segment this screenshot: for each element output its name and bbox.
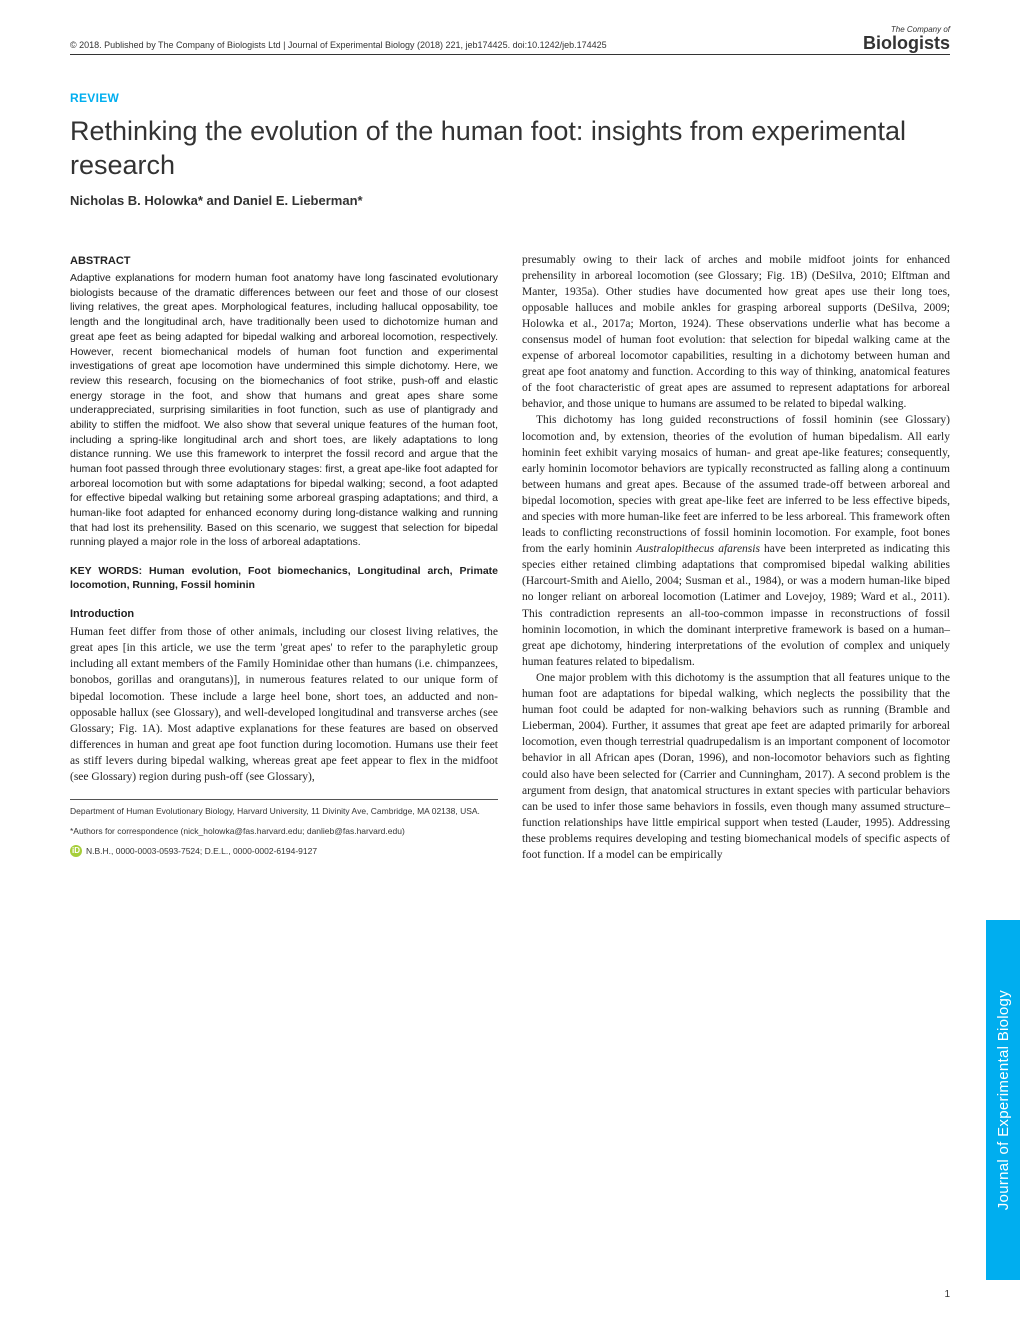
header-line: © 2018. Published by The Company of Biol… <box>70 40 950 54</box>
col2-para-2: This dichotomy has long guided reconstru… <box>522 412 950 670</box>
article-title: Rethinking the evolution of the human fo… <box>70 115 950 183</box>
orcid-row: iD N.B.H., 0000-0003-0593-7524; D.E.L., … <box>70 845 498 857</box>
footnote-rule <box>70 799 498 800</box>
introduction-heading: Introduction <box>70 607 498 623</box>
header-rule <box>70 54 950 55</box>
footnote-department: Department of Human Evolutionary Biology… <box>70 806 498 817</box>
orcid-text: N.B.H., 0000-0003-0593-7524; D.E.L., 000… <box>86 845 317 857</box>
right-column: presumably owing to their lack of arches… <box>522 252 950 864</box>
introduction-body-left: Human feet differ from those of other an… <box>70 624 498 785</box>
species-name: Australopithecus afarensis <box>636 543 760 555</box>
side-tab: Journal of Experimental Biology <box>986 920 1020 1280</box>
side-tab-text: Journal of Experimental Biology <box>995 990 1012 1210</box>
right-column-body: presumably owing to their lack of arches… <box>522 252 950 864</box>
review-label: REVIEW <box>70 91 950 105</box>
two-column-body: ABSTRACT Adaptive explanations for moder… <box>70 252 950 864</box>
abstract-heading: ABSTRACT <box>70 254 498 270</box>
page-number: 1 <box>944 1289 950 1300</box>
footnote-correspondence: *Authors for correspondence (nick_holowk… <box>70 826 498 837</box>
publisher-logo: The Company of Biologists <box>863 26 950 52</box>
abstract-body: Adaptive explanations for modern human f… <box>70 271 498 550</box>
col2-para-3: One major problem with this dichotomy is… <box>522 670 950 863</box>
col2-p2-a: This dichotomy has long guided reconstru… <box>522 414 950 555</box>
intro-para-1: Human feet differ from those of other an… <box>70 624 498 785</box>
logo-big-text: Biologists <box>863 34 950 52</box>
authors-line: Nicholas B. Holowka* and Daniel E. Liebe… <box>70 193 950 208</box>
col2-p2-b: have been interpreted as indicating this… <box>522 543 950 668</box>
keywords-line: KEY WORDS: Human evolution, Foot biomech… <box>70 564 498 592</box>
left-column: ABSTRACT Adaptive explanations for moder… <box>70 252 498 864</box>
orcid-icon: iD <box>70 845 82 857</box>
col2-para-1: presumably owing to their lack of arches… <box>522 252 950 413</box>
